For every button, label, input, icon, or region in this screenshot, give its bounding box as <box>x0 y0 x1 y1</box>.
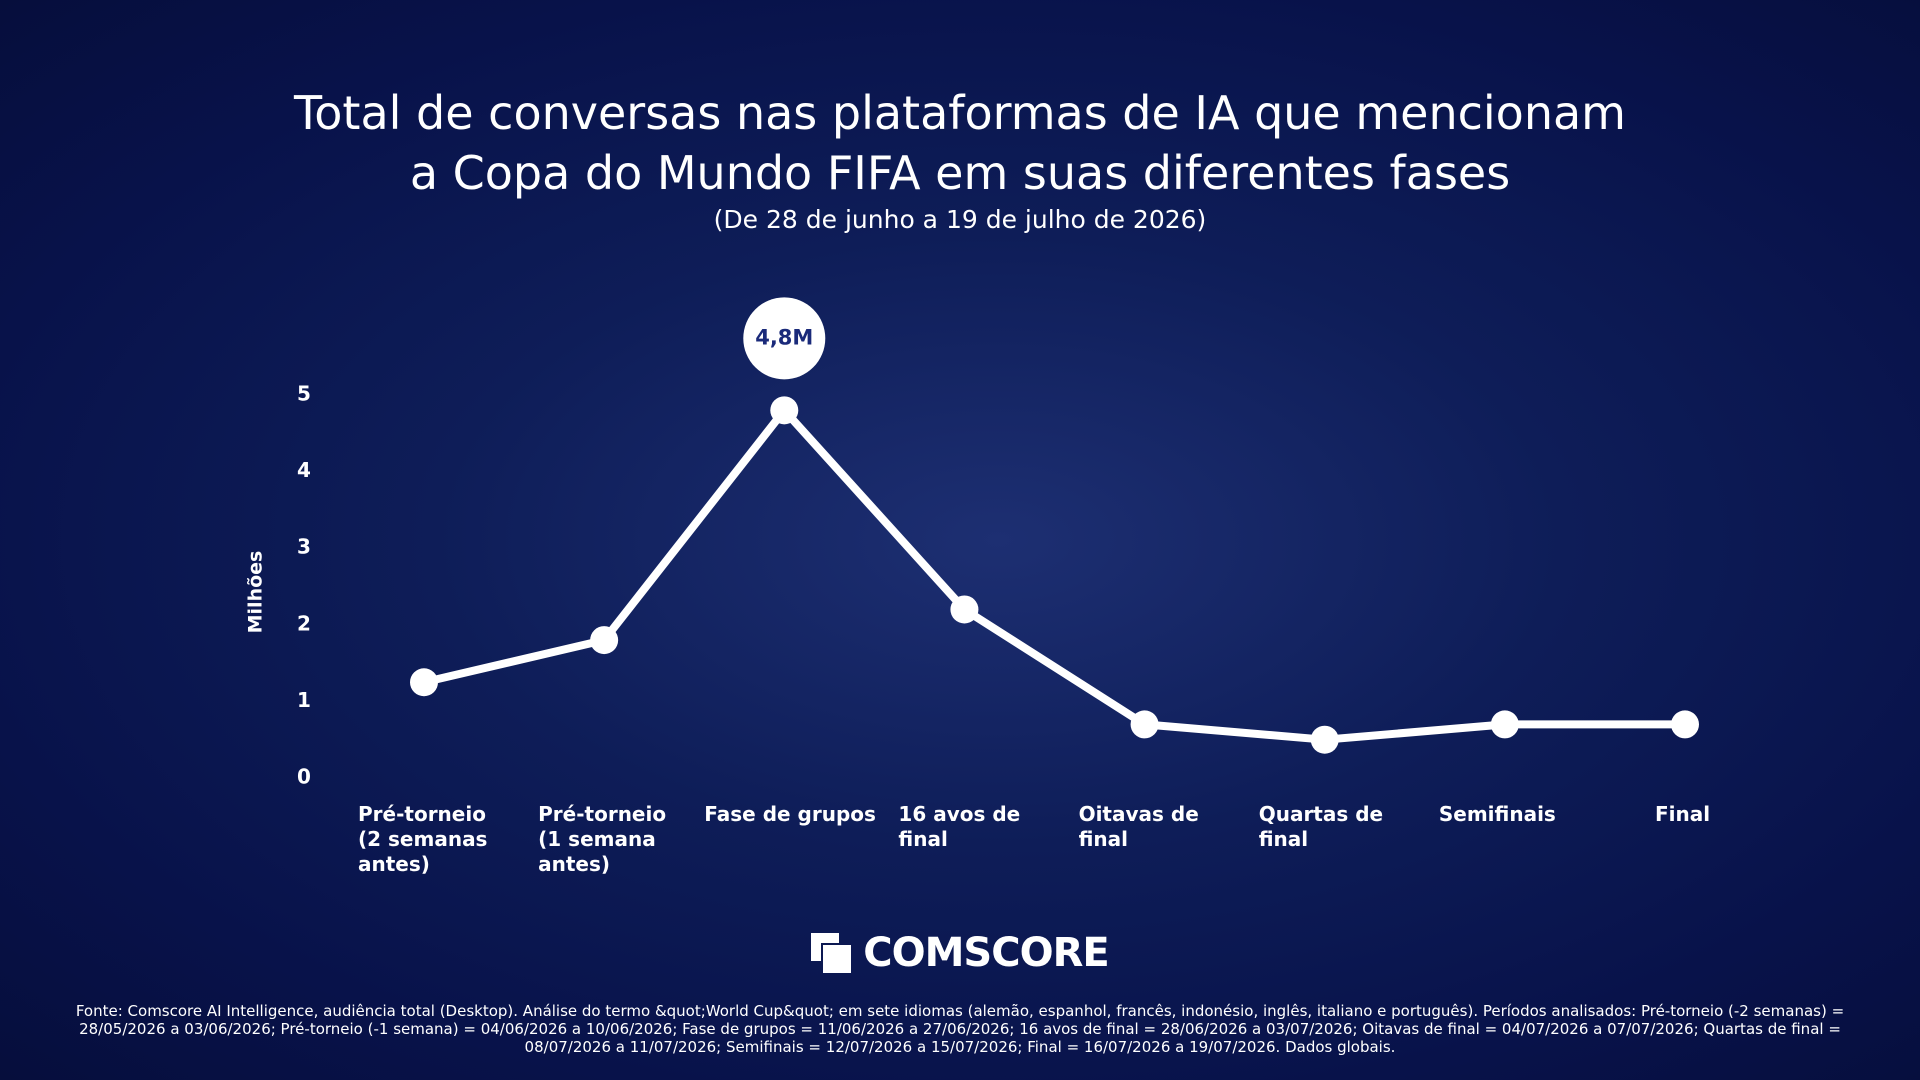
data-label: 4,8M <box>755 325 813 349</box>
y-tick-label: 5 <box>297 382 311 406</box>
y-axis-label: Milhões <box>245 551 267 634</box>
x-tick-label: 16 avos de final <box>898 802 1021 851</box>
line <box>423 406 1685 744</box>
label-bubble <box>743 297 826 380</box>
y-tick-label: 3 <box>297 535 311 559</box>
point <box>770 396 799 425</box>
footnote: Fonte: Comscore AI Intelligence, audiênc… <box>75 1002 1845 1056</box>
logo-text: COMSCORE <box>863 930 1109 976</box>
x-tick-label: Final <box>1655 802 1711 826</box>
chart-title: Total de conversas nas plataformas de IA… <box>294 86 1626 140</box>
x-tick-label: Semifinais <box>1438 802 1556 826</box>
x-tick-label: Pré-torneio (1 semana antes) <box>538 802 667 876</box>
logo-icon <box>811 933 852 973</box>
x-tick-label: Pré-torneio (2 semanas antes) <box>358 802 488 876</box>
y-tick-label: 2 <box>297 611 311 635</box>
x-tick-label: Fase de grupos <box>704 802 876 826</box>
chart-title: a Copa do Mundo FIFA em suas diferentes … <box>409 146 1511 200</box>
y-tick-label: 1 <box>297 688 311 712</box>
point <box>590 626 619 655</box>
chart-subtitle: (De 28 de junho a 19 de julho de 2026) <box>713 205 1207 234</box>
point <box>410 668 438 697</box>
point <box>1130 710 1159 739</box>
point <box>950 595 979 624</box>
y-tick-label: 4 <box>297 458 311 482</box>
point <box>1310 725 1339 754</box>
point <box>1490 710 1519 739</box>
x-tick-label: Quartas de final <box>1258 802 1384 851</box>
point <box>1671 710 1699 739</box>
logo: COMSCORE <box>0 930 1920 976</box>
x-tick-label: Oitavas de final <box>1078 802 1199 851</box>
y-tick-label: 0 <box>297 765 311 789</box>
